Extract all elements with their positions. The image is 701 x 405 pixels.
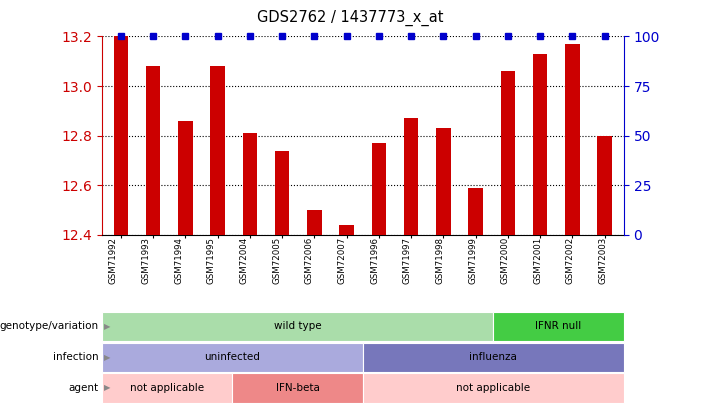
Bar (146, 66, 161, 235)
Bar (501, 71, 515, 235)
Bar (436, 128, 451, 235)
Text: GSM71997: GSM71997 (403, 237, 411, 284)
Text: influenza: influenza (470, 352, 517, 362)
Bar (565, 44, 580, 235)
Text: not applicable: not applicable (130, 383, 204, 393)
Bar (275, 151, 290, 235)
Text: GSM71999: GSM71999 (468, 237, 477, 284)
Text: not applicable: not applicable (456, 383, 531, 393)
Text: GSM72006: GSM72006 (305, 237, 314, 284)
Text: GSM71996: GSM71996 (370, 237, 379, 284)
Text: GSM72001: GSM72001 (533, 237, 543, 284)
Text: GSM71995: GSM71995 (207, 237, 216, 284)
Text: GSM72005: GSM72005 (272, 237, 281, 284)
Text: wild type: wild type (273, 322, 321, 331)
Bar (339, 225, 354, 235)
Text: GSM72002: GSM72002 (566, 237, 575, 284)
Text: GSM71993: GSM71993 (142, 237, 151, 284)
Text: GSM71992: GSM71992 (109, 237, 118, 284)
Bar (468, 188, 483, 235)
Text: uninfected: uninfected (204, 352, 260, 362)
Text: GSM72007: GSM72007 (337, 237, 346, 284)
Bar (372, 143, 386, 235)
Text: GSM72004: GSM72004 (240, 237, 249, 284)
Bar (404, 118, 418, 235)
Text: GDS2762 / 1437773_x_at: GDS2762 / 1437773_x_at (257, 10, 444, 26)
Text: genotype/variation: genotype/variation (0, 322, 98, 331)
Text: GSM72000: GSM72000 (501, 237, 510, 284)
Bar (210, 66, 225, 235)
Text: ▶: ▶ (104, 353, 110, 362)
Text: agent: agent (68, 383, 98, 393)
Text: GSM71998: GSM71998 (435, 237, 444, 284)
Text: IFNR null: IFNR null (536, 322, 582, 331)
Bar (178, 121, 193, 235)
Text: GSM71994: GSM71994 (175, 237, 183, 284)
Bar (307, 210, 322, 235)
Text: IFN-beta: IFN-beta (275, 383, 320, 393)
Text: infection: infection (53, 352, 98, 362)
Bar (533, 54, 547, 235)
Bar (243, 133, 257, 235)
Bar (597, 136, 612, 235)
Text: ▶: ▶ (104, 322, 110, 331)
Text: GSM72003: GSM72003 (599, 237, 608, 284)
Text: ▶: ▶ (104, 384, 110, 392)
Bar (114, 36, 128, 235)
